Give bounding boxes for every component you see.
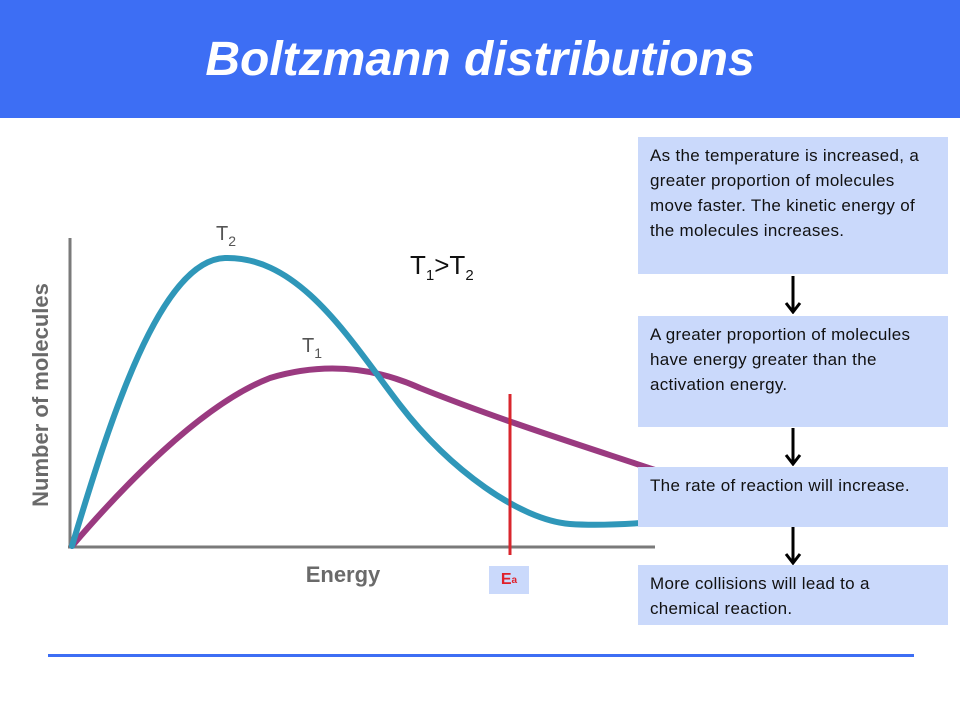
curve-t1 <box>69 365 658 549</box>
x-axis-label: Energy <box>306 562 381 587</box>
step-box-1: As the temperature is increased, a great… <box>638 137 948 274</box>
curve-t1-label: T1 <box>302 335 322 361</box>
step-box-4: More collisions will lead to a chemical … <box>638 565 948 625</box>
page-title: Boltzmann distributions <box>205 32 755 86</box>
step-box-2: A greater proportion of molecules have e… <box>638 316 948 427</box>
down-arrow-icon <box>784 428 802 466</box>
bottom-divider <box>48 654 914 657</box>
down-arrow-icon <box>784 276 802 314</box>
y-axis-label: Number of molecules <box>28 283 53 507</box>
curve-t2 <box>69 254 658 549</box>
down-arrow-icon <box>784 527 802 565</box>
step-box-3: The rate of reaction will increase. <box>638 467 948 527</box>
title-bar: Boltzmann distributions <box>0 0 960 118</box>
curve-t2-label: T2 <box>216 223 236 249</box>
boltzmann-diagram: Number of molecules Energy T2 T1 <box>28 223 658 587</box>
temperature-relation: T1>T2 <box>410 250 474 285</box>
